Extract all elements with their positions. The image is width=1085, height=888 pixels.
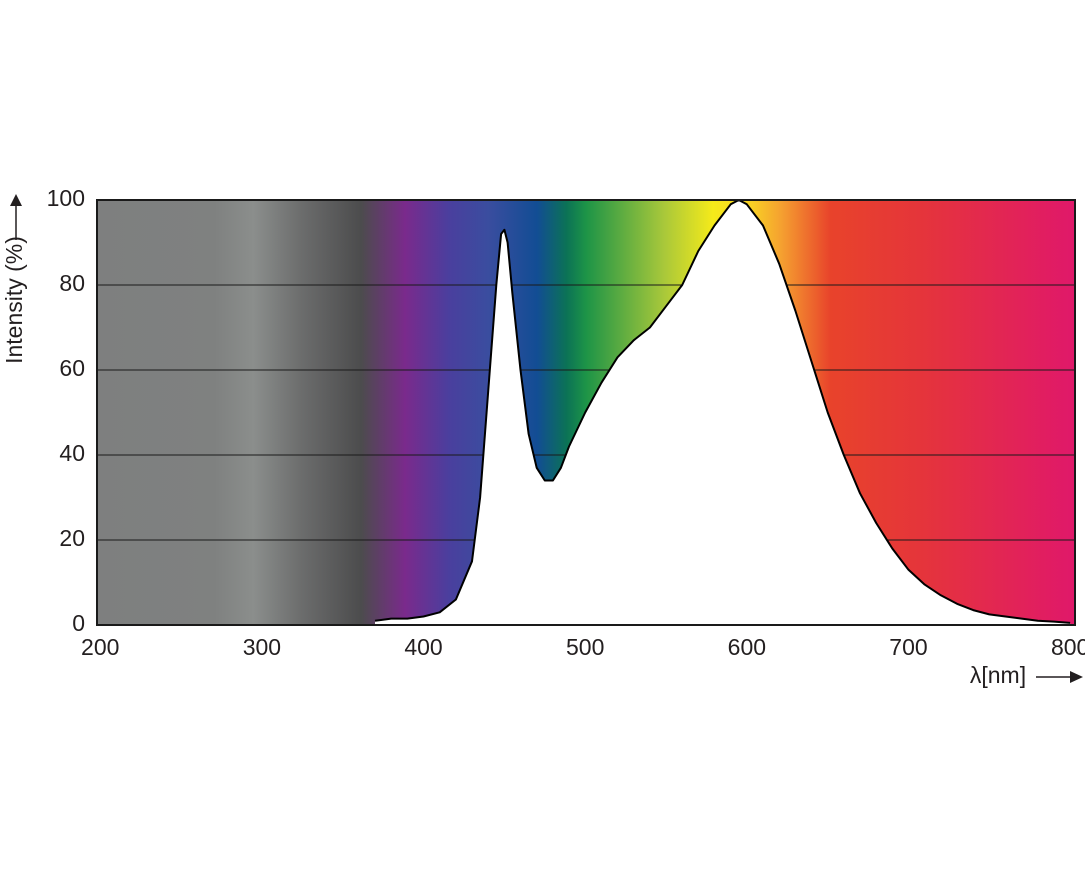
y-tick-label: 0	[72, 610, 85, 636]
plot-frame	[96, 199, 1076, 626]
y-tick-label: 100	[47, 185, 85, 211]
y-tick-label: 20	[59, 525, 85, 551]
y-axis-label: Intensity (%)	[1, 236, 27, 364]
x-axis-label: λ[nm]	[970, 662, 1026, 688]
x-tick-label: 800	[1051, 634, 1085, 660]
y-tick-label: 80	[59, 270, 85, 296]
area-fill	[375, 200, 1071, 625]
x-axis-arrowhead	[1070, 671, 1083, 683]
x-tick-label: 600	[728, 634, 766, 660]
y-tick-label: 60	[59, 355, 85, 381]
x-tick-label: 300	[243, 634, 281, 660]
x-tick-label: 400	[404, 634, 442, 660]
x-tick-label: 200	[81, 634, 119, 660]
y-axis-arrowhead	[10, 194, 22, 206]
y-tick-label: 40	[59, 440, 85, 466]
x-tick-label: 500	[566, 634, 604, 660]
spectrum-line	[374, 199, 1071, 624]
x-tick-label: 700	[889, 634, 927, 660]
